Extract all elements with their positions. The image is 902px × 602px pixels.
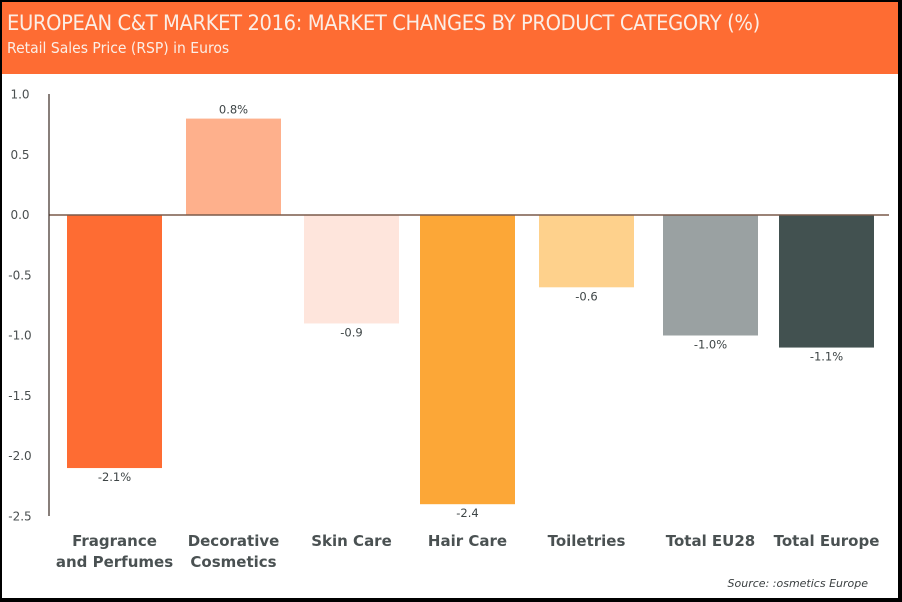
source-note: Source: :osmetics Europe	[727, 577, 868, 590]
category-label: and Perfumes	[56, 553, 173, 571]
y-tick-label: -1.0	[8, 329, 31, 343]
chart-header: EUROPEAN C&T MARKET 2016: MARKET CHANGES…	[2, 2, 898, 74]
bar	[67, 215, 162, 469]
data-label: -1.1%	[810, 350, 843, 364]
category-label: Hair Care	[428, 532, 507, 550]
data-label: -1.0%	[694, 338, 727, 352]
data-label: 0.8%	[219, 103, 248, 117]
y-tick-label: -0.5	[8, 268, 31, 282]
chart-subtitle: Retail Sales Price (RSP) in Euros	[7, 39, 230, 57]
y-tick-label: -2.0	[8, 449, 31, 463]
bar	[539, 215, 634, 288]
category-label: Fragrance	[72, 532, 157, 550]
bar	[663, 215, 758, 336]
category-label: Toiletries	[548, 532, 626, 550]
y-tick-label: 0.5	[10, 148, 29, 162]
y-tick-label: -2.5	[8, 509, 31, 523]
y-tick-label: -1.5	[8, 389, 31, 403]
category-label: Total EU28	[666, 532, 756, 550]
data-label: -2.4	[456, 506, 478, 520]
data-label: -0.9	[340, 325, 362, 339]
y-tick-label: 1.0	[10, 88, 29, 102]
bar	[779, 215, 874, 348]
y-tick-label: 0.0	[10, 208, 29, 222]
category-label: Decorative	[188, 532, 280, 550]
bar	[186, 118, 281, 215]
chart-title: EUROPEAN C&T MARKET 2016: MARKET CHANGES…	[7, 11, 760, 35]
category-label: Total Europe	[774, 532, 880, 550]
category-label: Cosmetics	[190, 553, 276, 571]
bar	[420, 215, 515, 505]
category-label: Skin Care	[311, 532, 392, 550]
data-label: -0.6	[575, 289, 597, 303]
bar	[304, 215, 399, 324]
data-label: -2.1%	[98, 470, 131, 484]
